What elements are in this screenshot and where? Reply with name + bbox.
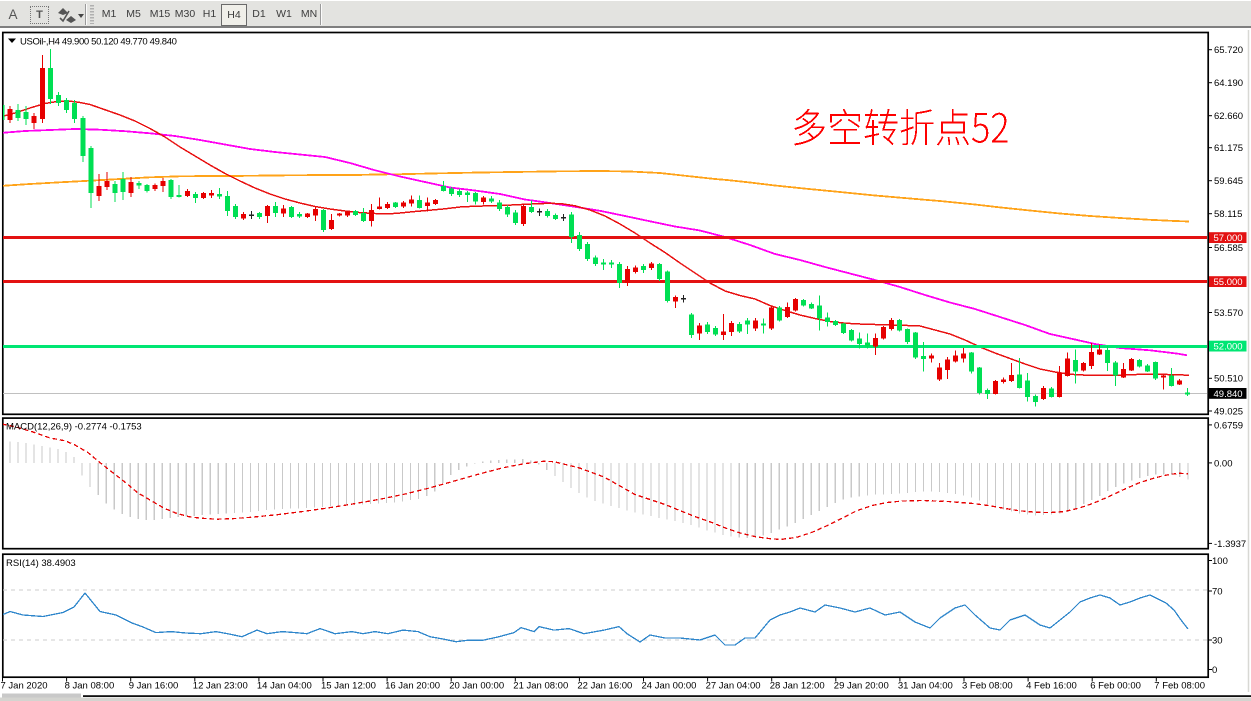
svg-text:0.00: 0.00 [1214, 458, 1233, 469]
svg-text:29 Jan 20:00: 29 Jan 20:00 [834, 681, 889, 692]
svg-text:14 Jan 04:00: 14 Jan 04:00 [257, 681, 312, 692]
svg-text:57.000: 57.000 [1214, 233, 1243, 244]
svg-text:15 Jan 12:00: 15 Jan 12:00 [321, 681, 376, 692]
svg-text:22 Jan 16:00: 22 Jan 16:00 [577, 681, 632, 692]
svg-text:55.000: 55.000 [1214, 277, 1243, 288]
svg-text:12 Jan 23:00: 12 Jan 23:00 [193, 681, 248, 692]
svg-text:0: 0 [1212, 665, 1217, 676]
svg-text:27 Jan 04:00: 27 Jan 04:00 [706, 681, 761, 692]
svg-text:30: 30 [1212, 635, 1223, 646]
svg-text:4 Feb 16:00: 4 Feb 16:00 [1026, 681, 1077, 692]
svg-text:62.660: 62.660 [1214, 111, 1243, 122]
svg-text:49.025: 49.025 [1214, 406, 1243, 417]
svg-text:58.115: 58.115 [1214, 209, 1242, 220]
svg-text:USOil-,H4 49.900 50.120 49.77: USOil-,H4 49.900 50.120 49.770 49.840 [20, 37, 177, 48]
svg-text:56.585: 56.585 [1214, 243, 1243, 254]
svg-text:24 Jan 00:00: 24 Jan 00:00 [642, 681, 697, 692]
svg-text:28 Jan 12:00: 28 Jan 12:00 [770, 681, 825, 692]
svg-text:RSI(14) 38.4903: RSI(14) 38.4903 [6, 558, 76, 569]
svg-text:MACD(12,26,9) -0.2774 -0.1753: MACD(12,26,9) -0.2774 -0.1753 [6, 422, 142, 433]
svg-text:65.720: 65.720 [1214, 45, 1243, 56]
svg-text:100: 100 [1212, 556, 1228, 567]
svg-text:3 Feb 08:00: 3 Feb 08:00 [962, 681, 1013, 692]
svg-text:52.000: 52.000 [1214, 342, 1243, 353]
svg-text:7 Feb 08:00: 7 Feb 08:00 [1154, 681, 1205, 692]
svg-text:64.190: 64.190 [1214, 78, 1243, 89]
svg-text:16 Jan 20:00: 16 Jan 20:00 [385, 681, 440, 692]
svg-text:9 Jan 16:00: 9 Jan 16:00 [129, 681, 179, 692]
svg-text:61.175: 61.175 [1214, 143, 1243, 154]
svg-text:21 Jan 08:00: 21 Jan 08:00 [513, 681, 568, 692]
svg-text:70: 70 [1212, 586, 1223, 597]
svg-text:-1.3937: -1.3937 [1214, 539, 1246, 550]
svg-text:53.570: 53.570 [1214, 308, 1243, 319]
svg-text:6 Feb 00:00: 6 Feb 00:00 [1090, 681, 1141, 692]
svg-text:20 Jan 00:00: 20 Jan 00:00 [449, 681, 504, 692]
svg-text:7 Jan 2020: 7 Jan 2020 [1, 681, 48, 692]
svg-text:0.6759: 0.6759 [1214, 420, 1243, 431]
svg-text:50.510: 50.510 [1214, 374, 1243, 385]
svg-text:31 Jan 04:00: 31 Jan 04:00 [898, 681, 953, 692]
svg-text:59.645: 59.645 [1214, 176, 1243, 187]
svg-text:8 Jan 08:00: 8 Jan 08:00 [65, 681, 115, 692]
svg-text:49.840: 49.840 [1214, 389, 1243, 400]
